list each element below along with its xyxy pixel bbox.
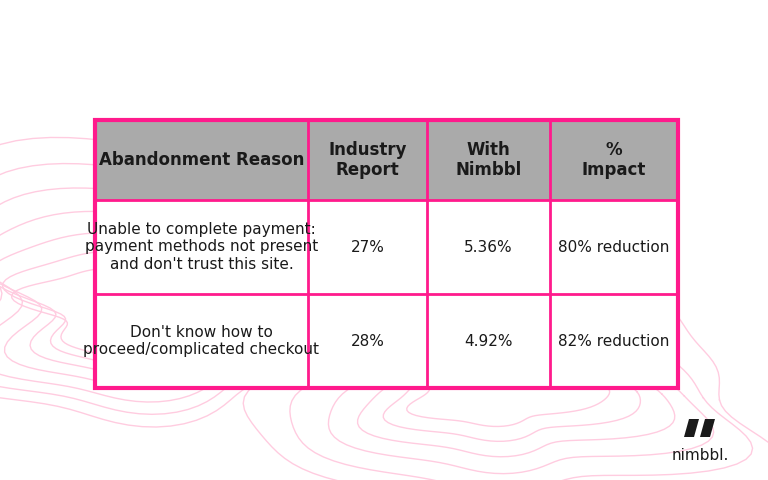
Text: 80% reduction: 80% reduction [558,240,670,254]
Bar [95,120,678,200]
Text: %
Impact: % Impact [581,141,646,180]
Text: 28%: 28% [351,334,385,348]
Text: Don't know how to
proceed/complicated checkout: Don't know how to proceed/complicated ch… [84,325,319,357]
Polygon shape [700,419,715,437]
Text: 4.92%: 4.92% [465,334,513,348]
Bar [95,120,678,388]
Text: Abandonment Reason: Abandonment Reason [99,151,304,169]
Polygon shape [684,419,699,437]
Bar [95,294,678,388]
Text: 5.36%: 5.36% [464,240,513,254]
Text: Unable to complete payment:
payment methods not present
and don't trust this sit: Unable to complete payment: payment meth… [84,222,318,272]
Bar [95,200,678,294]
Text: Industry
Report: Industry Report [328,141,407,180]
Text: 82% reduction: 82% reduction [558,334,670,348]
Text: 27%: 27% [351,240,385,254]
Text: nimbbl.: nimbbl. [671,447,729,463]
Text: With
Nimbbl: With Nimbbl [455,141,521,180]
